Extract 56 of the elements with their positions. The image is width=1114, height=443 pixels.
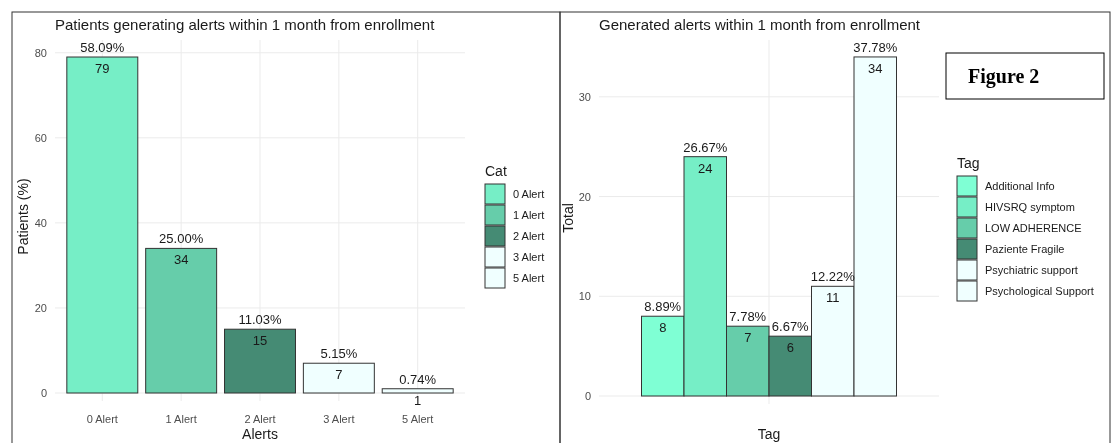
- legend-title: Cat: [485, 163, 507, 179]
- legend-label: HIVSRQ symptom: [985, 201, 1075, 213]
- y-tick-label: 60: [34, 131, 47, 144]
- annotation: 8.89%: [644, 299, 682, 315]
- data-label: 7: [335, 367, 343, 383]
- x-axis-title: Tag: [757, 426, 781, 442]
- data-label: 34: [173, 252, 189, 268]
- chart-title: Patients generating alerts within 1 month from enrollment: [55, 16, 436, 33]
- x-tick-label: 0 Alert: [86, 413, 118, 425]
- legend-label: LOW ADHERENCE: [985, 222, 1082, 234]
- y-tick-label: 20: [578, 190, 591, 203]
- data-label: 8: [659, 320, 667, 336]
- annotation: 25.00%: [159, 231, 204, 247]
- data-label: 34: [868, 60, 883, 76]
- annotation: 7.78%: [729, 309, 767, 325]
- data-label: 7: [744, 330, 752, 346]
- annotation: 0.74%: [399, 371, 437, 387]
- legend-label: 1 Alert: [513, 209, 545, 221]
- caption: Figure 2: [968, 65, 1040, 88]
- legend-label: 3 Alert: [513, 251, 545, 263]
- data-label: 6: [786, 340, 794, 356]
- y-axis-title: Total: [560, 203, 576, 233]
- x-axis-title: Alerts: [242, 426, 278, 442]
- legend-label: 5 Alert: [513, 272, 545, 284]
- y-tick-label: 80: [34, 46, 47, 59]
- legend-label: Psychological Support: [985, 285, 1094, 297]
- y-axis-title: Patients (%): [15, 178, 31, 255]
- annotation: 11.03%: [238, 312, 282, 328]
- legend-label: 0 Alert: [513, 188, 545, 200]
- data-label: 1: [414, 392, 422, 408]
- x-tick-label: 2 Alert: [244, 413, 276, 425]
- legend-label: Psychiatric support: [985, 264, 1078, 276]
- annotation: 37.78%: [853, 39, 898, 55]
- y-tick-label: 40: [34, 216, 47, 229]
- data-label: 24: [698, 160, 713, 176]
- legend-label: Additional Info: [985, 180, 1055, 192]
- legend-title: Tag: [957, 155, 980, 171]
- data-label: 79: [95, 61, 110, 77]
- x-tick-label: 1 Alert: [165, 413, 197, 425]
- chart-title: Generated alerts within 1 month from enrollment: [599, 16, 921, 33]
- y-tick-label: 20: [34, 301, 47, 314]
- y-tick-label: 0: [584, 390, 591, 402]
- x-tick-label: 5 Alert: [402, 413, 434, 425]
- y-tick-label: 30: [578, 90, 591, 103]
- x-tick-label: 3 Alert: [323, 413, 355, 425]
- annotation: 5.15%: [320, 346, 358, 362]
- annotation: 6.67%: [771, 319, 810, 335]
- data-label: 11: [826, 290, 840, 306]
- data-label: 15: [252, 333, 268, 349]
- legend-label: 2 Alert: [513, 230, 545, 242]
- annotation: 12.22%: [810, 269, 856, 285]
- annotation: 26.67%: [683, 139, 728, 155]
- legend-label: Paziente Fragile: [985, 243, 1065, 255]
- y-tick-label: 0: [40, 387, 47, 399]
- annotation: 58.09%: [80, 40, 125, 56]
- y-tick-label: 10: [578, 290, 591, 303]
